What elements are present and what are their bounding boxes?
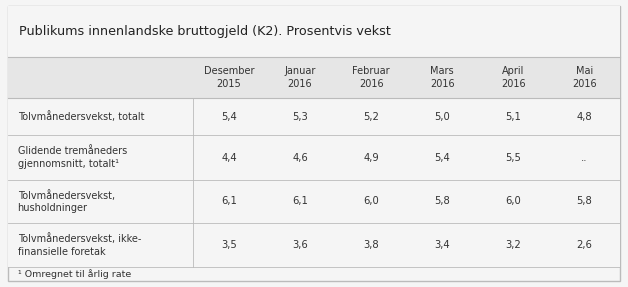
- Text: 3,4: 3,4: [435, 240, 450, 250]
- Text: 2,6: 2,6: [577, 240, 592, 250]
- Text: Januar
2016: Januar 2016: [284, 66, 316, 89]
- Text: 3,6: 3,6: [292, 240, 308, 250]
- Text: ..: ..: [581, 153, 588, 162]
- Text: Desember
2015: Desember 2015: [203, 66, 254, 89]
- Text: 5,8: 5,8: [435, 197, 450, 206]
- Text: 5,0: 5,0: [435, 112, 450, 121]
- Text: 3,2: 3,2: [506, 240, 521, 250]
- Text: 5,4: 5,4: [435, 153, 450, 162]
- Text: 4,6: 4,6: [292, 153, 308, 162]
- Text: 3,5: 3,5: [221, 240, 237, 250]
- Text: 6,1: 6,1: [292, 197, 308, 206]
- Text: Tolvmånedersvekst, ikke-
finansielle foretak: Tolvmånedersvekst, ikke- finansielle for…: [18, 233, 141, 257]
- Text: Tolvmånedersvekst,
husholdninger: Tolvmånedersvekst, husholdninger: [18, 190, 115, 213]
- Text: 3,8: 3,8: [363, 240, 379, 250]
- Text: 6,1: 6,1: [221, 197, 237, 206]
- Text: 6,0: 6,0: [506, 197, 521, 206]
- Text: 5,2: 5,2: [363, 112, 379, 121]
- Text: 6,0: 6,0: [363, 197, 379, 206]
- Text: Februar
2016: Februar 2016: [352, 66, 390, 89]
- Text: 4,4: 4,4: [221, 153, 237, 162]
- Text: Mars
2016: Mars 2016: [430, 66, 455, 89]
- Text: April
2016: April 2016: [501, 66, 526, 89]
- Text: 4,9: 4,9: [363, 153, 379, 162]
- Text: 5,1: 5,1: [506, 112, 521, 121]
- Text: Mai
2016: Mai 2016: [572, 66, 597, 89]
- Text: Glidende tremåneders
gjennomsnitt, totalt¹: Glidende tremåneders gjennomsnitt, total…: [18, 146, 127, 169]
- Text: Publikums innenlandske bruttogjeld (K2). Prosentvis vekst: Publikums innenlandske bruttogjeld (K2).…: [19, 25, 391, 38]
- Text: 5,3: 5,3: [292, 112, 308, 121]
- Text: 5,8: 5,8: [577, 197, 592, 206]
- Text: 5,5: 5,5: [506, 153, 521, 162]
- Text: 4,8: 4,8: [577, 112, 592, 121]
- Text: 5,4: 5,4: [221, 112, 237, 121]
- Text: Tolvmånedersvekst, totalt: Tolvmånedersvekst, totalt: [18, 111, 144, 122]
- Text: ¹ Omregnet til årlig rate: ¹ Omregnet til årlig rate: [18, 269, 131, 279]
